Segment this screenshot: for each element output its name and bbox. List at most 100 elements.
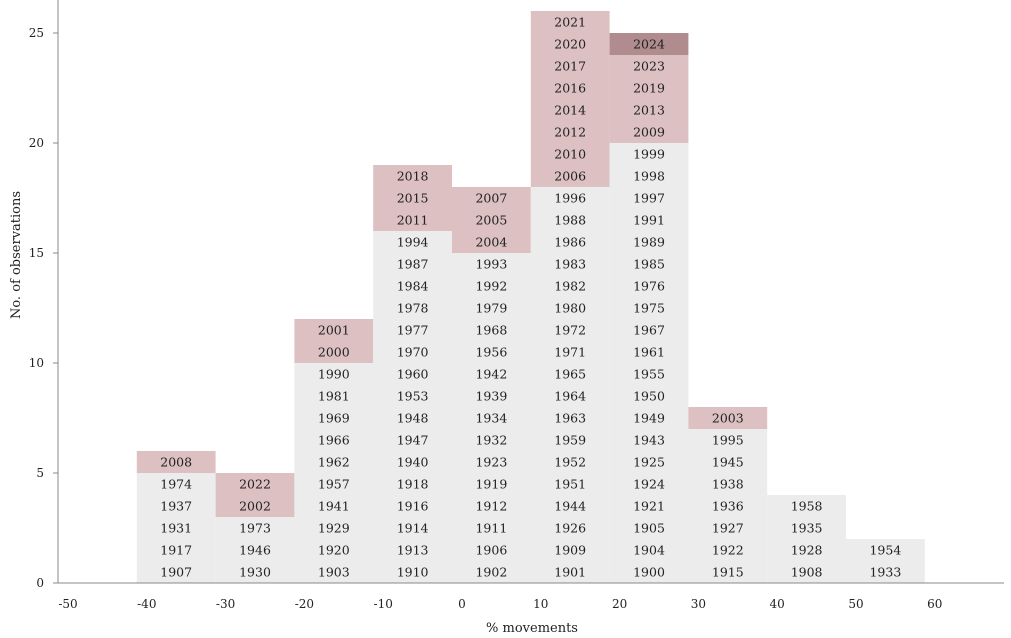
cell-label-1937: 1937: [160, 499, 192, 514]
cell-label-1926: 1926: [554, 521, 586, 536]
cell-1931: [136, 517, 216, 539]
cell-1942: [452, 363, 531, 385]
x-tick-label: -10: [374, 597, 393, 611]
cell-2009: [609, 121, 689, 143]
cell-1937: [136, 495, 216, 517]
cell-label-1998: 1998: [633, 169, 665, 184]
cell-1944: [530, 495, 610, 517]
cell-label-1986: 1986: [554, 235, 586, 250]
cell-2010: [530, 143, 610, 165]
cell-1981: [294, 385, 374, 407]
cell-2018: [373, 165, 452, 187]
cell-1935: [767, 517, 846, 539]
cell-2007: [452, 187, 531, 209]
cell-2004: [452, 231, 531, 253]
x-tick-label: -20: [295, 597, 314, 611]
cell-label-1917: 1917: [160, 543, 192, 558]
cell-label-2023: 2023: [633, 59, 665, 74]
cell-1950: [609, 385, 689, 407]
cell-1940: [373, 451, 452, 473]
cell-1947: [373, 429, 452, 451]
cell-label-1993: 1993: [475, 257, 507, 272]
cell-2003: [688, 407, 768, 429]
cell-1963: [530, 407, 610, 429]
cell-label-1939: 1939: [475, 389, 507, 404]
cell-label-1932: 1932: [475, 433, 507, 448]
cell-1913: [373, 539, 452, 561]
cell-1964: [530, 385, 610, 407]
cell-label-1918: 1918: [397, 477, 429, 492]
cell-label-1940: 1940: [397, 455, 429, 470]
cell-1948: [373, 407, 452, 429]
cell-label-1900: 1900: [633, 565, 665, 580]
cell-label-2021: 2021: [554, 15, 586, 30]
cell-2019: [609, 77, 689, 99]
cell-label-2008: 2008: [160, 455, 192, 470]
cell-label-1959: 1959: [554, 433, 586, 448]
cell-2011: [373, 209, 452, 231]
cell-1988: [530, 209, 610, 231]
cell-1925: [609, 451, 689, 473]
cell-1919: [452, 473, 531, 495]
cell-1979: [452, 297, 531, 319]
cell-label-1925: 1925: [633, 455, 665, 470]
cell-1914: [373, 517, 452, 539]
cell-label-2020: 2020: [554, 37, 586, 52]
cell-1992: [452, 275, 531, 297]
cell-label-1996: 1996: [554, 191, 586, 206]
cell-label-1923: 1923: [475, 455, 507, 470]
cell-2008: [136, 451, 216, 473]
cell-1986: [530, 231, 610, 253]
y-tick-label: 20: [29, 136, 44, 150]
cell-label-1966: 1966: [318, 433, 350, 448]
cell-1934: [452, 407, 531, 429]
cell-1915: [688, 561, 768, 583]
cell-label-1941: 1941: [318, 499, 350, 514]
cell-label-2018: 2018: [397, 169, 429, 184]
cell-1909: [530, 539, 610, 561]
cell-label-1909: 1909: [554, 543, 586, 558]
cell-label-1978: 1978: [397, 301, 429, 316]
cell-1972: [530, 319, 610, 341]
cell-1901: [530, 561, 610, 583]
cell-1900: [609, 561, 689, 583]
cell-1975: [609, 297, 689, 319]
cell-2002: [215, 495, 295, 517]
cell-label-2007: 2007: [475, 191, 507, 206]
cell-1961: [609, 341, 689, 363]
cell-label-1988: 1988: [554, 213, 586, 228]
x-tick-label: 50: [848, 597, 863, 611]
cell-2013: [609, 99, 689, 121]
cell-2024: [609, 33, 689, 55]
cell-label-1907: 1907: [160, 565, 192, 580]
cell-1983: [530, 253, 610, 275]
cell-label-1947: 1947: [397, 433, 429, 448]
cell-1933: [846, 561, 925, 583]
cell-label-2000: 2000: [318, 345, 350, 360]
cell-label-1994: 1994: [397, 235, 429, 250]
cell-2022: [215, 473, 295, 495]
cell-label-1919: 1919: [475, 477, 507, 492]
cell-2016: [530, 77, 610, 99]
cell-label-2006: 2006: [554, 169, 586, 184]
cell-1967: [609, 319, 689, 341]
cell-label-1960: 1960: [397, 367, 429, 382]
cell-label-1961: 1961: [633, 345, 665, 360]
cell-1989: [609, 231, 689, 253]
cell-label-2017: 2017: [554, 59, 586, 74]
cell-label-1997: 1997: [633, 191, 665, 206]
cell-1911: [452, 517, 531, 539]
cell-label-1906: 1906: [475, 543, 507, 558]
cell-1956: [452, 341, 531, 363]
cell-label-1972: 1972: [554, 323, 586, 338]
cell-label-1968: 1968: [475, 323, 507, 338]
cell-2012: [530, 121, 610, 143]
cell-label-1982: 1982: [554, 279, 586, 294]
cell-1966: [294, 429, 374, 451]
cell-label-1976: 1976: [633, 279, 665, 294]
y-axis-title: No. of observations: [9, 191, 24, 319]
cell-label-1955: 1955: [633, 367, 665, 382]
cell-1953: [373, 385, 452, 407]
cell-1949: [609, 407, 689, 429]
